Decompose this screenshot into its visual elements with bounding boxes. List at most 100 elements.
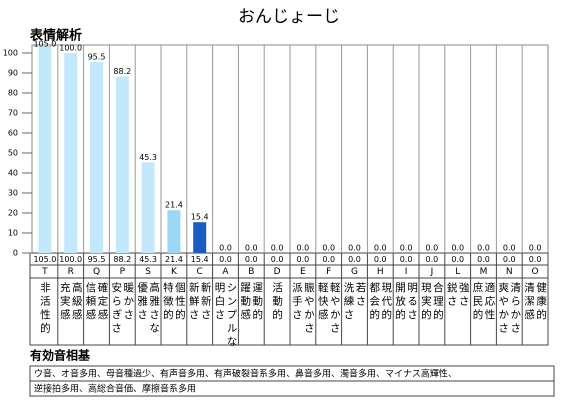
category-label: B xyxy=(248,267,254,277)
value-label: 0.0 xyxy=(271,244,284,253)
category-description: 清らかさ xyxy=(509,281,521,336)
y-tick-label: 10 xyxy=(8,229,18,238)
title: おんじょーじ xyxy=(238,7,340,27)
y-tick-label: 90 xyxy=(8,69,18,78)
value-label: 0.0 xyxy=(451,244,464,253)
bars xyxy=(38,45,207,253)
value-label: 0.0 xyxy=(529,244,542,253)
table-value: 21.4 xyxy=(165,255,183,264)
bar xyxy=(167,210,181,253)
value-label: 21.4 xyxy=(165,201,183,210)
category-description: 非活性的 xyxy=(39,282,51,336)
category-description: 安らぎさ xyxy=(110,281,122,336)
table-value: 88.2 xyxy=(113,255,131,264)
category-label: A xyxy=(222,267,229,277)
bar xyxy=(90,62,103,253)
value-label: 100.0 xyxy=(59,44,82,53)
category-label: M xyxy=(480,267,488,277)
value-label: 0.0 xyxy=(297,244,310,253)
category-label: T xyxy=(41,267,48,277)
effective-line: 逆接拍多用、高総合音価、摩擦音系多用 xyxy=(34,383,196,395)
table-value: 0.0 xyxy=(348,255,361,264)
table-value: 0.0 xyxy=(451,255,464,264)
category-description: 適応性 xyxy=(484,281,496,322)
value-label: 0.0 xyxy=(426,244,439,253)
category-description: 現実的 xyxy=(420,282,432,323)
category-label: S xyxy=(145,267,151,277)
value-label: 0.0 xyxy=(322,244,335,253)
category-label: C xyxy=(197,267,203,277)
y-tick-label: 20 xyxy=(8,209,18,218)
category-description: 強さ xyxy=(458,281,470,309)
category-description: 特徴的 xyxy=(162,282,174,323)
value-label: 0.0 xyxy=(400,244,413,253)
table-value: 15.4 xyxy=(191,255,209,264)
category-label: O xyxy=(532,267,539,277)
category-description: 個性的 xyxy=(174,281,186,322)
category-label: K xyxy=(171,267,178,277)
y-tick-label: 100 xyxy=(3,49,18,58)
category-description: 鋭さ xyxy=(446,281,458,309)
table-value: 0.0 xyxy=(245,255,258,264)
category-label: F xyxy=(326,267,331,277)
table-value: 0.0 xyxy=(426,255,439,264)
y-tick-label: 30 xyxy=(8,189,18,198)
category-label: H xyxy=(377,267,384,277)
category-description: 確定感 xyxy=(97,281,109,322)
table-value: 105.0 xyxy=(33,255,56,264)
category-description: 軽やかさ xyxy=(329,282,341,336)
table-value: 0.0 xyxy=(297,255,310,264)
category-description: 爽やかさ xyxy=(497,282,509,336)
value-label: 0.0 xyxy=(219,244,232,253)
bar xyxy=(193,222,207,253)
effective-title: 有効音相基 xyxy=(30,348,91,363)
category-description: 清潔感 xyxy=(523,281,535,322)
category-label: L xyxy=(455,267,460,277)
category-description: 賑やかさ xyxy=(303,282,315,336)
value-label: 45.3 xyxy=(139,153,157,162)
value-label: 95.5 xyxy=(88,53,106,62)
y-tick-label: 40 xyxy=(8,169,18,178)
category-description: 躍動感 xyxy=(239,282,251,323)
section-title: 表情解析 xyxy=(29,28,82,44)
category-label: D xyxy=(274,267,281,277)
category-description: 高級感 xyxy=(71,281,83,322)
category-description: 開放的 xyxy=(394,282,406,323)
table-value: 0.0 xyxy=(529,255,542,264)
category-description: 信頼感 xyxy=(85,282,97,323)
bar xyxy=(64,53,78,253)
category-label: J xyxy=(430,267,434,277)
category-label: Q xyxy=(93,267,100,277)
table-value: 0.0 xyxy=(322,255,335,264)
category-label: G xyxy=(351,267,358,277)
category-description: 新鮮さ xyxy=(188,281,200,322)
value-label: 0.0 xyxy=(348,244,361,253)
value-label: 105.0 xyxy=(33,40,56,49)
category-description: 高雅さな xyxy=(148,281,160,336)
category-description: 運動的 xyxy=(251,282,263,323)
category-description: 暖かさ xyxy=(122,281,134,322)
table-value: 0.0 xyxy=(271,255,284,264)
y-tick-label: 60 xyxy=(8,129,18,138)
category-label: E xyxy=(300,267,306,277)
category-description: 洗練さ xyxy=(343,282,355,323)
table-value: 0.0 xyxy=(374,255,387,264)
category-description: 優雅さ xyxy=(136,281,148,322)
category-description: 明白さ xyxy=(214,282,226,323)
value-label: 0.0 xyxy=(503,244,516,253)
category-label: N xyxy=(506,267,513,277)
value-label: 0.0 xyxy=(477,244,490,253)
bar xyxy=(115,76,129,253)
y-tick-label: 70 xyxy=(8,109,18,118)
table-value: 0.0 xyxy=(503,255,516,264)
category-description: 派手さ xyxy=(291,282,303,323)
category-description: 充実感 xyxy=(59,281,71,322)
value-label: 0.0 xyxy=(245,244,258,253)
bar xyxy=(38,45,52,253)
y-tick-label: 0 xyxy=(13,249,18,258)
category-label: I xyxy=(405,267,408,277)
category-label: R xyxy=(68,267,74,277)
category-description: 明るさ xyxy=(406,282,418,323)
category-description: 現代的 xyxy=(380,282,392,323)
